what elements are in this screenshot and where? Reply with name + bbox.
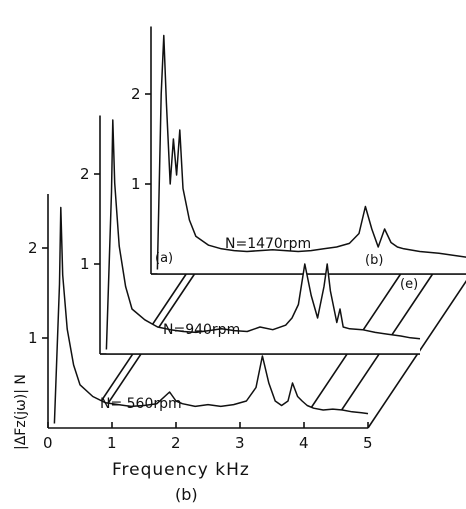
x-axis-title: Frequency kHz xyxy=(112,460,250,480)
spectrum-traces: N=1470rpm N=940rpm N= 560rpm xyxy=(53,34,466,428)
series-2-line xyxy=(156,34,466,270)
x-tick-label-0: 0 xyxy=(43,434,53,452)
series-1-mask xyxy=(106,120,421,354)
plane-1-y-tick-label: 1 xyxy=(80,255,90,273)
x-tick-label-1: 1 xyxy=(107,434,117,452)
y-tick-label-2: 2 xyxy=(28,239,38,257)
series-1-label: N=940rpm xyxy=(163,322,240,338)
plane-1-y-tick-label: 2 xyxy=(80,165,90,183)
series-0-label: N= 560rpm xyxy=(100,396,182,412)
figure-caption: (b) xyxy=(175,485,198,504)
x-tick-label-5: 5 xyxy=(363,434,373,452)
annotation-b: (b) xyxy=(365,253,383,268)
series-2-mask xyxy=(157,35,466,274)
x-tick-label-2: 2 xyxy=(171,434,181,452)
series-1-line xyxy=(105,119,421,350)
series-0-mask xyxy=(54,207,369,428)
annotation-a: (a) xyxy=(155,251,173,266)
y-axis-title: |ΔFz(jω)| N xyxy=(13,374,29,450)
x-tick-label-4: 4 xyxy=(299,434,309,452)
series-0-line xyxy=(53,206,369,424)
chart-labels: Frequency kHz (b) |ΔFz(jω)| N (a) (b) (e… xyxy=(13,251,418,504)
series-2-label: N=1470rpm xyxy=(225,236,311,252)
x-tick-label-3: 3 xyxy=(235,434,245,452)
plane-2-y-tick-label: 1 xyxy=(131,175,141,193)
y-tick-label-1: 1 xyxy=(28,329,38,347)
depth-planes: 1 2 1 2 xyxy=(80,26,466,429)
annotation-e: (e) xyxy=(400,277,418,292)
plane-2-y-tick-label: 2 xyxy=(131,85,141,103)
front-axes: 0 1 2 3 4 5 1 2 xyxy=(28,194,373,452)
